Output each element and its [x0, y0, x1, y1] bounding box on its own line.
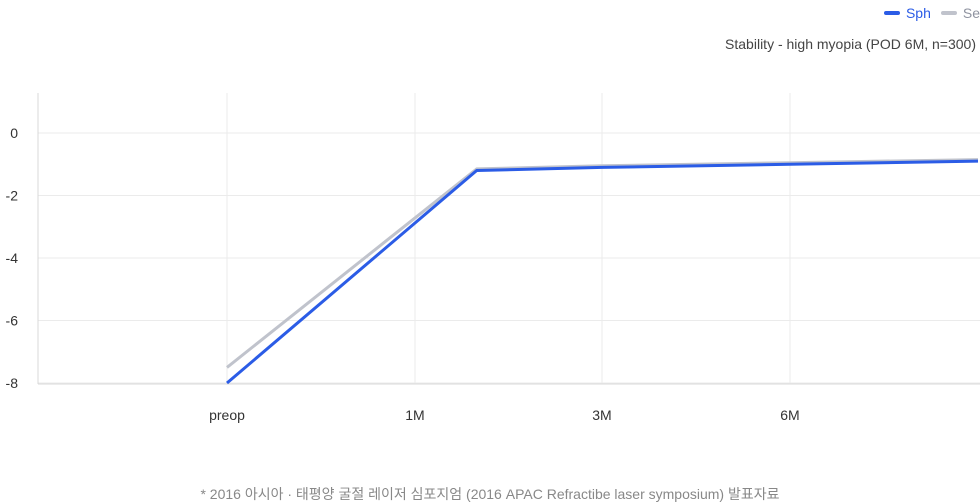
- legend-item-se[interactable]: Se: [940, 5, 980, 21]
- x-tick-label: 6M: [780, 407, 799, 423]
- y-tick-label: -8: [6, 375, 19, 391]
- x-tick-label: 1M: [405, 407, 424, 423]
- y-tick-label: -2: [6, 188, 19, 204]
- y-tick-label: -4: [6, 250, 19, 266]
- legend-label-se: Se: [962, 5, 980, 21]
- chart-legend: Sph Se: [883, 5, 980, 21]
- legend-swatch-sph: [883, 11, 900, 15]
- x-tick-label: 3M: [592, 407, 611, 423]
- legend-label-sph: Sph: [905, 5, 931, 21]
- footnote: * 2016 아시아 · 태평양 굴절 레이저 심포지엄 (2016 APAC …: [200, 486, 780, 502]
- chart-title: Stability - high myopia (POD 6M, n=300): [725, 36, 976, 52]
- y-tick-label: 0: [10, 125, 18, 141]
- x-tick-label: preop: [209, 407, 245, 423]
- legend-swatch-se: [940, 11, 957, 15]
- legend-item-sph[interactable]: Sph: [883, 5, 931, 21]
- y-tick-label: -6: [6, 313, 19, 329]
- series-line-se: [226, 158, 979, 369]
- series-line-sph: [226, 159, 979, 385]
